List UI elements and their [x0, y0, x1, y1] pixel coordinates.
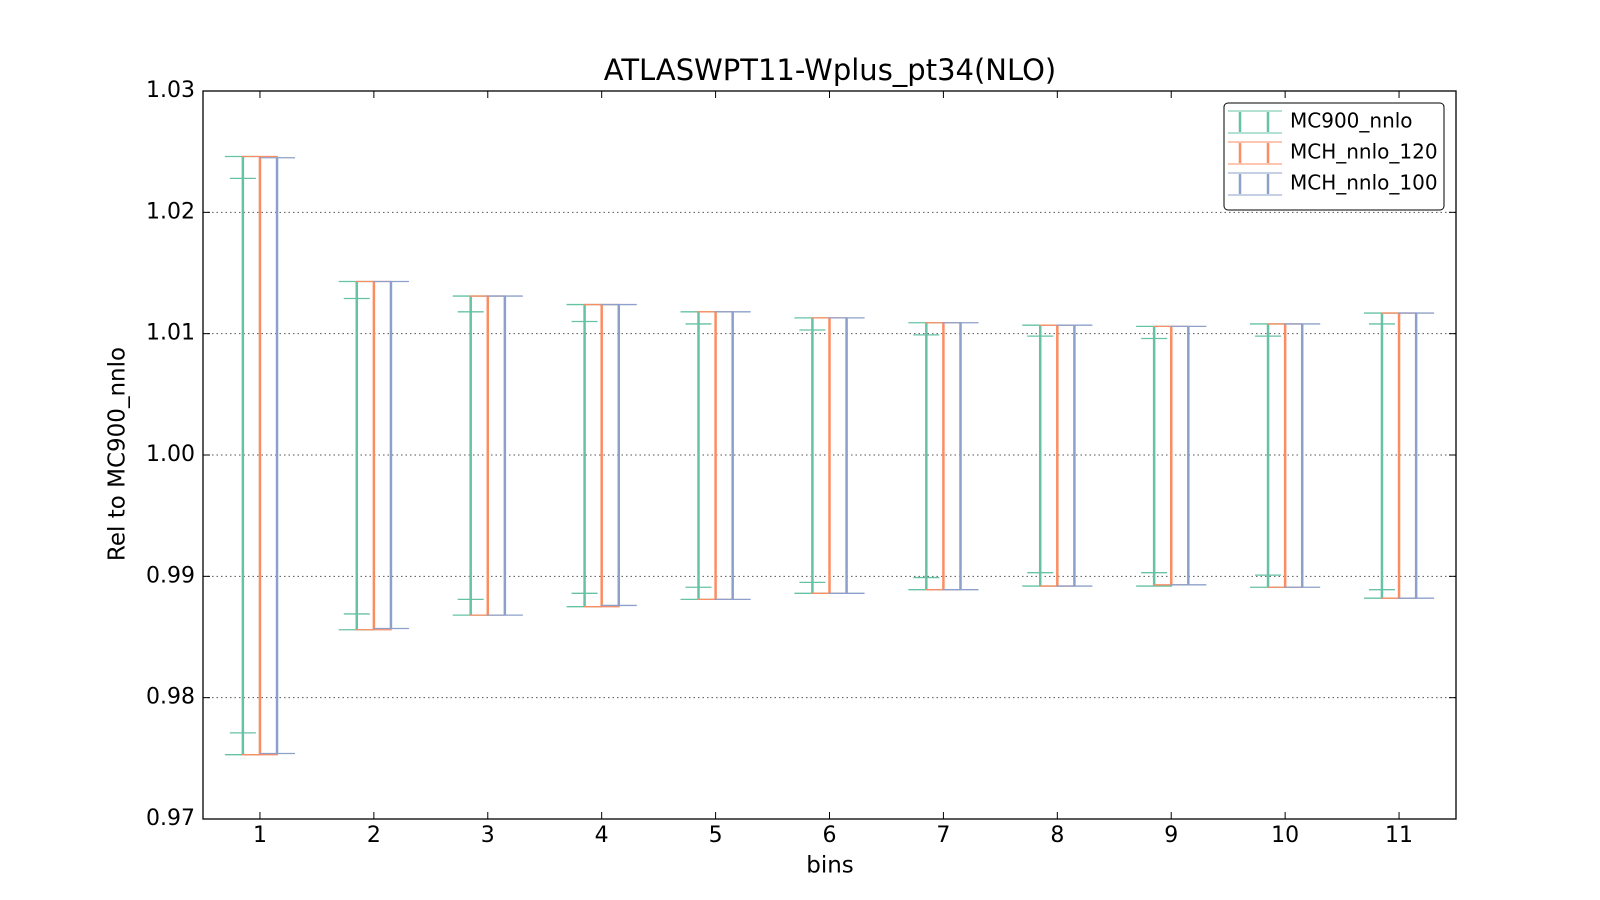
y-tick-label: 0.97 [146, 806, 195, 831]
x-tick-label: 2 [367, 823, 381, 848]
y-tick-label: 1.03 [146, 78, 195, 103]
x-tick-label: 1 [253, 823, 267, 848]
legend-label: MCH_nnlo_100 [1290, 171, 1438, 195]
legend-label: MCH_nnlo_120 [1290, 140, 1438, 164]
x-tick-label: 3 [481, 823, 495, 848]
y-tick-label: 0.99 [146, 563, 195, 588]
y-axis-label: Rel to MC900_nnlo [105, 347, 131, 561]
x-tick-label: 6 [823, 823, 837, 848]
x-tick-label: 9 [1164, 823, 1178, 848]
x-tick-label: 5 [709, 823, 723, 848]
chart-title: ATLASWPT11-Wplus_pt34(NLO) [604, 53, 1057, 87]
x-tick-label: 11 [1385, 823, 1413, 848]
x-tick-label: 10 [1271, 823, 1299, 848]
y-tick-label: 1.00 [146, 442, 195, 467]
legend-box [1223, 102, 1445, 211]
plot-frame [202, 90, 1457, 820]
x-tick-label: 7 [936, 823, 950, 848]
x-axis-label: bins [806, 853, 854, 879]
y-tick-label: 0.98 [146, 685, 195, 710]
x-tick-label: 8 [1050, 823, 1064, 848]
y-tick-label: 1.02 [146, 199, 195, 224]
legend-label: MC900_nnlo [1290, 109, 1413, 133]
x-tick-label: 4 [595, 823, 609, 848]
y-tick-label: 1.01 [146, 321, 195, 346]
